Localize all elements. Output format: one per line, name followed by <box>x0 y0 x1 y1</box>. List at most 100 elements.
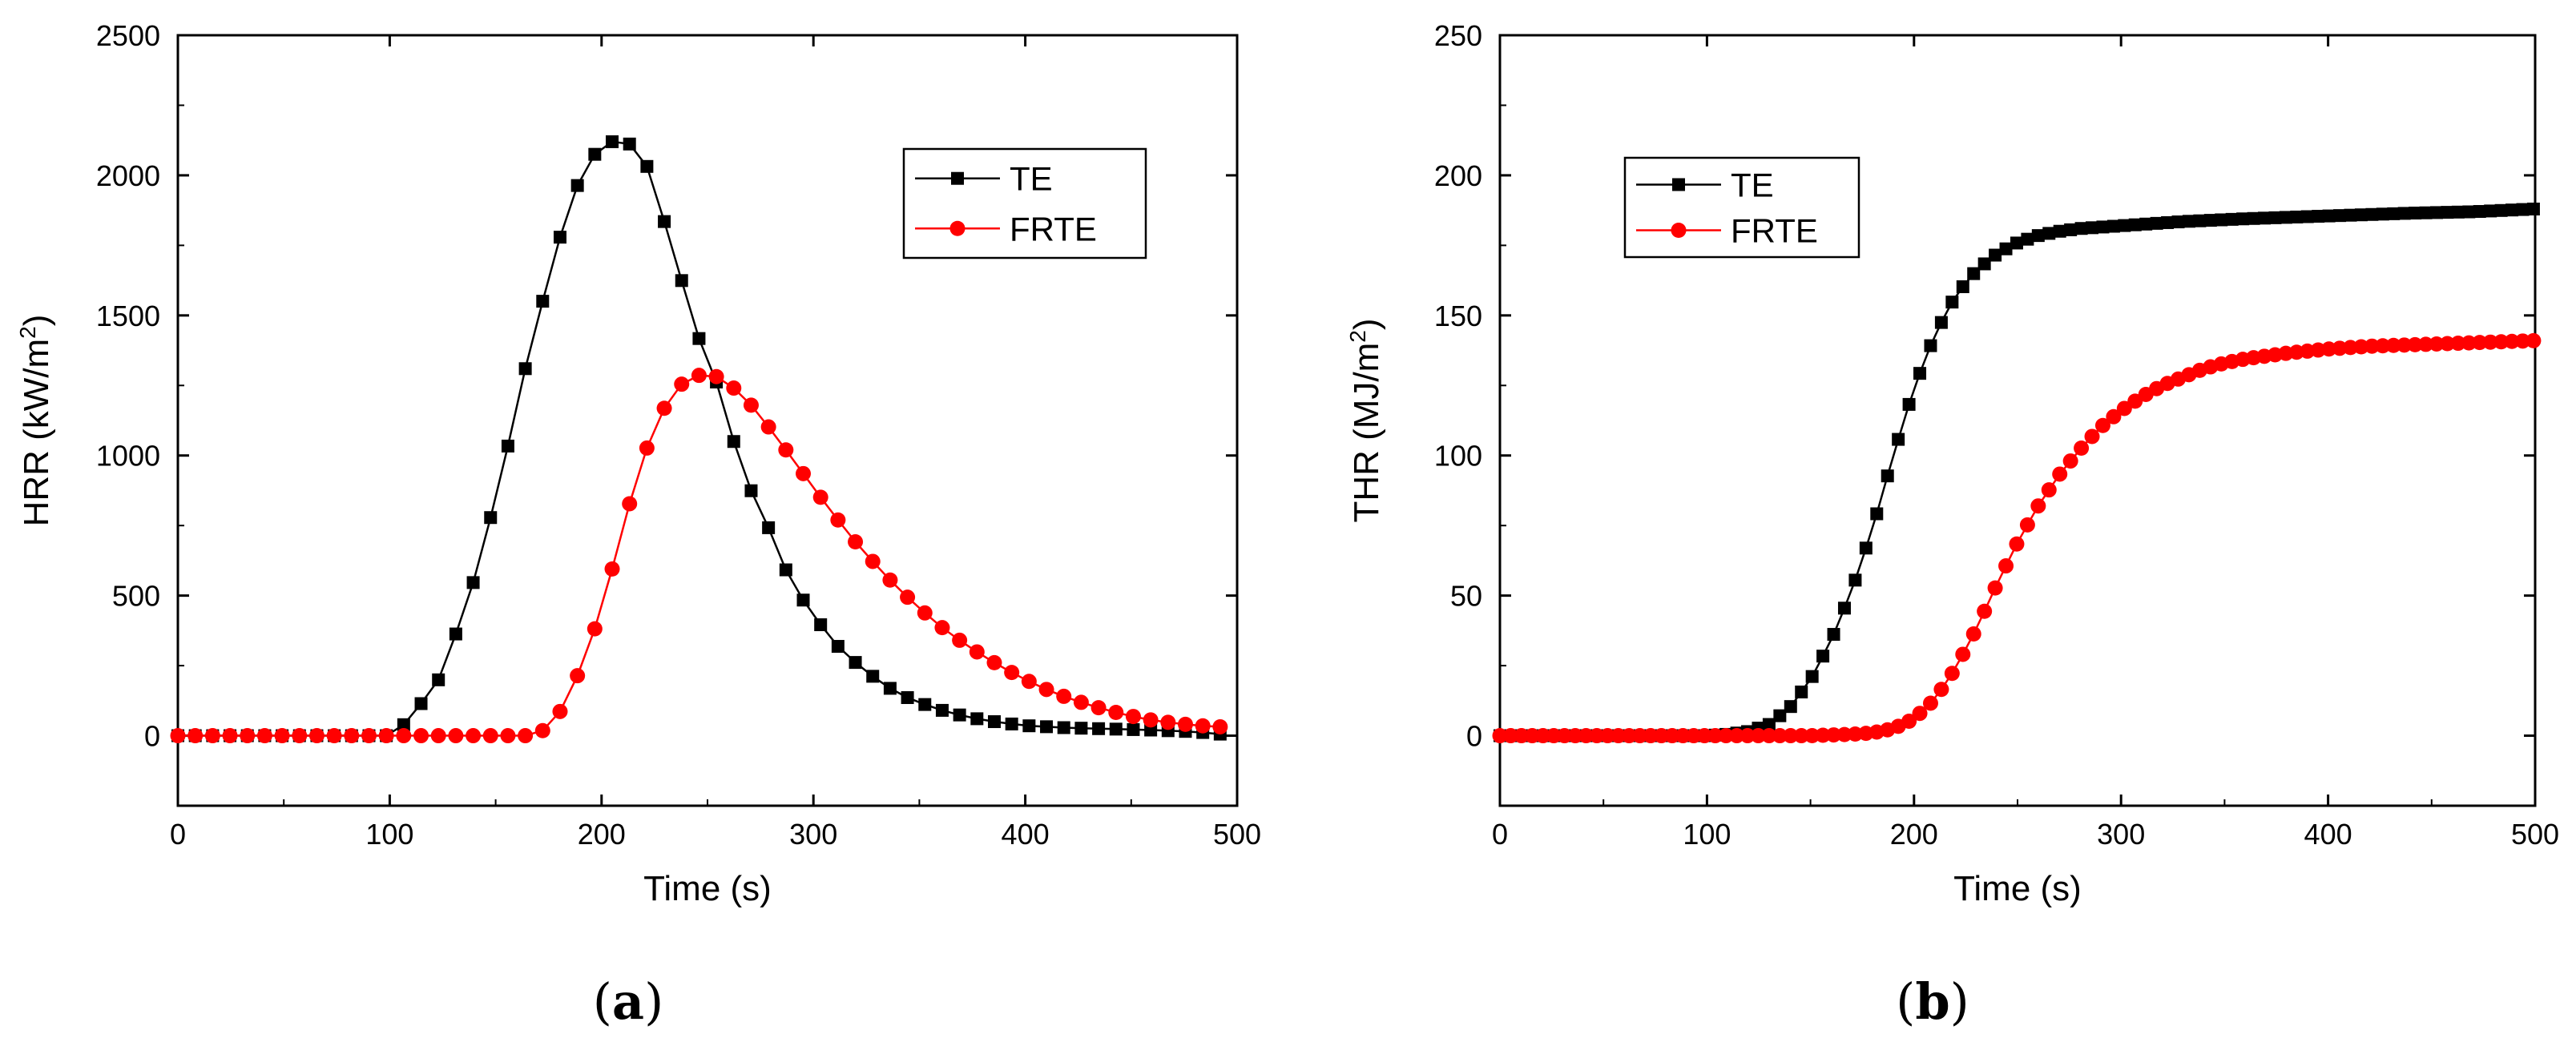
data-point-te <box>2376 207 2389 221</box>
data-point-te <box>2494 203 2508 217</box>
x-tick-label: 300 <box>789 818 837 851</box>
data-point-frte <box>1160 714 1176 730</box>
data-point-frte <box>760 419 776 435</box>
y-tick-label: 1000 <box>96 440 160 473</box>
data-point-frte <box>1750 728 1766 744</box>
data-point-frte <box>378 728 394 744</box>
data-point-frte <box>691 368 707 384</box>
data-point-frte <box>222 728 238 744</box>
data-point-te <box>2484 204 2497 218</box>
y-axis-title-sup: 2 <box>1345 330 1370 343</box>
x-tick-label: 300 <box>2097 818 2145 851</box>
data-point-te <box>1956 280 1969 293</box>
data-point-frte <box>396 728 412 744</box>
x-axis-title: Time (s) <box>1953 869 2082 908</box>
data-point-te <box>2279 211 2292 224</box>
data-point-te <box>1967 267 1981 280</box>
data-point-frte <box>2009 536 2025 552</box>
data-point-te <box>1977 257 1991 271</box>
x-tick-label: 0 <box>170 818 186 851</box>
data-point-frte <box>240 728 256 744</box>
data-point-te <box>1902 397 1916 411</box>
data-point-te <box>814 618 828 632</box>
y-tick-label: 2000 <box>96 159 160 192</box>
data-point-te <box>1827 628 1840 642</box>
data-point-frte <box>1643 728 1659 744</box>
data-point-frte <box>1836 726 1852 742</box>
y-tick-label: 250 <box>1434 19 1482 52</box>
data-point-frte <box>796 465 812 481</box>
data-point-frte <box>1589 728 1605 744</box>
data-point-frte <box>622 496 638 512</box>
data-point-frte <box>1987 580 2003 596</box>
data-point-frte <box>1514 728 1530 744</box>
data-point-te <box>1022 719 1036 733</box>
data-point-frte <box>1793 728 1809 744</box>
data-point-frte <box>674 376 690 392</box>
data-point-te <box>2193 214 2207 227</box>
x-tick-label: 0 <box>1492 818 1508 851</box>
data-point-frte <box>2418 336 2434 352</box>
x-tick-label: 400 <box>1002 818 1050 851</box>
data-point-te <box>987 715 1001 729</box>
data-point-frte <box>430 728 446 744</box>
data-point-te <box>2128 218 2142 231</box>
data-point-te <box>2300 210 2314 223</box>
data-point-te <box>1859 541 1873 555</box>
data-point-te <box>901 690 914 704</box>
data-point-te <box>1848 573 1862 587</box>
data-point-te <box>1945 296 1959 309</box>
data-point-frte <box>2439 336 2455 352</box>
data-point-te <box>1999 242 2013 255</box>
data-point-te <box>744 484 758 497</box>
data-point-te <box>883 682 897 695</box>
data-point-te <box>553 231 566 244</box>
data-point-te <box>918 698 932 711</box>
data-point-frte <box>466 728 482 744</box>
data-point-frte <box>1675 728 1691 744</box>
data-point-te <box>2236 212 2250 226</box>
data-point-te <box>2106 219 2120 233</box>
data-point-te <box>1127 722 1140 736</box>
data-point-te <box>2365 207 2379 221</box>
data-point-frte <box>1599 728 1615 744</box>
legend-marker-te <box>951 171 964 185</box>
data-point-te <box>1109 722 1123 736</box>
data-point-te <box>2021 232 2034 246</box>
y-tick-label: 1500 <box>96 300 160 332</box>
legend-marker-frte <box>949 220 965 236</box>
data-point-frte <box>361 728 377 744</box>
data-point-te <box>849 656 862 670</box>
data-point-te <box>432 673 445 686</box>
data-point-frte <box>2482 334 2498 350</box>
data-point-frte <box>2084 428 2100 445</box>
data-point-te <box>2430 206 2444 219</box>
chart-panel-a: 0 100 200 300 400 500 0 500 1000 1500 2000 2500 Time… <box>15 19 1261 1031</box>
plot-frame <box>1498 34 2537 807</box>
data-point-te <box>2053 224 2066 238</box>
data-point-frte <box>1073 694 1089 710</box>
data-point-frte <box>2094 417 2110 433</box>
data-point-frte <box>1108 705 1124 721</box>
data-point-te <box>640 159 654 173</box>
data-point-te <box>2387 207 2401 220</box>
data-point-frte <box>2375 338 2391 354</box>
data-point-te <box>2150 216 2163 230</box>
data-point-frte <box>552 703 568 719</box>
x-axis-title: Time (s) <box>643 869 772 908</box>
data-point-te <box>449 627 462 641</box>
data-point-frte <box>1492 728 1508 744</box>
data-point-te <box>2171 215 2185 229</box>
data-point-frte <box>1557 728 1573 744</box>
data-point-frte <box>1686 728 1702 744</box>
data-point-te <box>2354 208 2368 222</box>
data-point-frte <box>308 728 325 744</box>
y-tick-label: 200 <box>1434 159 1482 192</box>
data-point-te <box>2268 211 2282 224</box>
data-point-te <box>779 563 792 577</box>
data-point-frte <box>2514 333 2530 349</box>
data-point-te <box>2096 220 2110 234</box>
data-point-frte <box>656 400 672 416</box>
data-point-te <box>2441 206 2454 219</box>
x-tick-label: 200 <box>578 818 626 851</box>
